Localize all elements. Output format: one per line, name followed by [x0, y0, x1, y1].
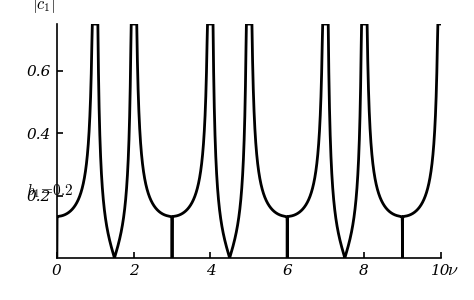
- Text: $\nu$: $\nu$: [447, 262, 458, 280]
- Text: $b_1\!=\!0.2$: $b_1\!=\!0.2$: [27, 182, 73, 200]
- Text: $|c_1|$: $|c_1|$: [32, 0, 55, 15]
